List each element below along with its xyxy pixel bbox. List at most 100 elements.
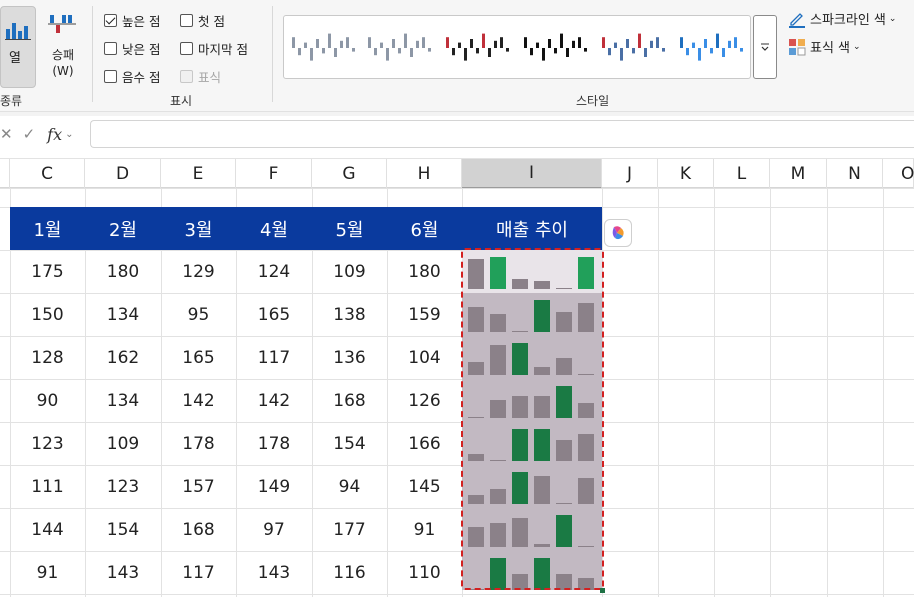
close-icon[interactable]: ✕	[0, 125, 13, 143]
sparkline-cell[interactable]	[462, 551, 602, 594]
sparkline-color-button[interactable]: 스파크라인 색 ⌄	[788, 9, 896, 28]
sparkline-cell[interactable]	[462, 422, 602, 465]
gallery-more-button[interactable]	[753, 15, 777, 79]
table-cell[interactable]: 178	[257, 433, 291, 454]
sparkline-cell[interactable]	[462, 250, 602, 293]
column-header[interactable]: H	[387, 159, 462, 189]
column-header[interactable]: J	[602, 159, 658, 189]
first-point-checkbox[interactable]: 첫 점	[180, 11, 225, 30]
table-cell[interactable]: 94	[338, 476, 361, 497]
table-cell[interactable]: 138	[333, 304, 366, 325]
check-icon[interactable]: ✓	[22, 125, 36, 143]
style-option-3[interactable]	[444, 26, 510, 70]
table-cell[interactable]: 126	[408, 390, 441, 411]
table-cell[interactable]: 143	[106, 562, 140, 583]
table-cell[interactable]: 144	[31, 519, 64, 540]
table-cell[interactable]: 123	[31, 433, 64, 454]
table-cell[interactable]: 90	[36, 390, 59, 411]
formula-input[interactable]	[90, 120, 914, 148]
sparkline-cell[interactable]	[462, 379, 602, 422]
table-cell[interactable]: 91	[413, 519, 436, 540]
style-option-2[interactable]	[366, 26, 432, 70]
sparkline-cell[interactable]	[462, 508, 602, 551]
table-cell[interactable]: 123	[106, 476, 140, 497]
table-cell[interactable]: 109	[333, 261, 366, 282]
sparkline-cell[interactable]	[462, 293, 602, 336]
column-sparkline-button[interactable]: 열	[0, 6, 36, 88]
column-header[interactable]: M	[770, 159, 827, 189]
table-header-cell[interactable]: 5월	[335, 219, 364, 241]
table-cell[interactable]: 162	[106, 347, 140, 368]
table-cell[interactable]: 166	[408, 433, 441, 454]
style-option-1[interactable]	[290, 26, 356, 70]
column-header-selected[interactable]: I	[462, 159, 602, 189]
column-header[interactable]: F	[236, 159, 312, 189]
table-cell[interactable]: 165	[257, 304, 291, 325]
table-cell[interactable]: 154	[106, 519, 140, 540]
style-option-6[interactable]	[678, 26, 744, 70]
table-cell[interactable]: 180	[408, 261, 441, 282]
table-cell[interactable]: 110	[408, 562, 441, 583]
high-point-checkbox[interactable]: 높은 점	[104, 11, 160, 30]
table-cell[interactable]: 165	[182, 347, 215, 368]
table-cell[interactable]: 104	[408, 347, 441, 368]
table-cell[interactable]: 145	[408, 476, 441, 497]
table-cell[interactable]: 150	[31, 304, 64, 325]
table-cell[interactable]: 136	[333, 347, 366, 368]
column-header-partial[interactable]	[0, 159, 10, 189]
style-option-5[interactable]	[600, 26, 666, 70]
last-point-checkbox[interactable]: 마지막 점	[180, 39, 248, 58]
table-cell[interactable]: 111	[31, 476, 64, 497]
table-cell[interactable]: 149	[257, 476, 291, 497]
column-header[interactable]: N	[827, 159, 883, 189]
table-cell[interactable]: 117	[182, 562, 215, 583]
table-cell[interactable]: 177	[333, 519, 366, 540]
table-cell[interactable]: 97	[263, 519, 285, 540]
copilot-button[interactable]	[604, 219, 632, 247]
table-cell[interactable]: 134	[106, 390, 140, 411]
column-header[interactable]: D	[85, 159, 161, 189]
table-cell[interactable]: 180	[106, 261, 140, 282]
table-cell[interactable]: 143	[257, 562, 291, 583]
table-header-cell[interactable]: 매출 추이	[496, 219, 568, 241]
table-cell[interactable]: 154	[333, 433, 366, 454]
negative-point-checkbox[interactable]: 음수 점	[104, 67, 160, 86]
winloss-sparkline-button[interactable]: 승패 (W)	[40, 10, 84, 86]
table-cell[interactable]: 109	[106, 433, 140, 454]
column-header[interactable]: K	[658, 159, 714, 189]
column-header[interactable]: O	[883, 159, 914, 189]
table-header-cell[interactable]: 2월	[108, 219, 137, 241]
fx-button[interactable]: fx	[47, 124, 63, 144]
table-cell[interactable]: 168	[333, 390, 366, 411]
table-cell[interactable]: 91	[36, 562, 59, 583]
style-option-4[interactable]	[522, 26, 588, 70]
table-cell[interactable]: 129	[182, 261, 215, 282]
table-cell[interactable]: 134	[106, 304, 140, 325]
table-cell[interactable]: 142	[182, 390, 215, 411]
table-header-cell[interactable]: 6월	[410, 219, 439, 241]
column-header[interactable]: C	[10, 159, 85, 189]
table-cell[interactable]: 168	[182, 519, 215, 540]
low-point-checkbox[interactable]: 낮은 점	[104, 39, 160, 58]
table-header-cell[interactable]: 1월	[33, 219, 62, 241]
chevron-down-icon[interactable]: ⌄	[65, 128, 74, 140]
table-cell[interactable]: 117	[257, 347, 291, 368]
table-cell[interactable]: 159	[408, 304, 441, 325]
sparkline-cell[interactable]	[462, 465, 602, 508]
column-header[interactable]: G	[312, 159, 387, 189]
marker-color-button[interactable]: 표식 색 ⌄	[788, 37, 861, 56]
column-header[interactable]: E	[161, 159, 236, 189]
table-cell[interactable]: 178	[182, 433, 215, 454]
table-header-cell[interactable]: 3월	[184, 219, 213, 241]
table-cell[interactable]: 175	[31, 261, 64, 282]
table-cell[interactable]: 157	[182, 476, 215, 497]
table-cell[interactable]: 142	[257, 390, 291, 411]
table-cell[interactable]: 95	[187, 304, 210, 325]
fill-handle[interactable]	[600, 588, 605, 593]
table-header-cell[interactable]: 4월	[259, 219, 288, 241]
table-cell[interactable]: 116	[333, 562, 366, 583]
sparkline-cell[interactable]	[462, 336, 602, 379]
table-cell[interactable]: 128	[31, 347, 64, 368]
column-header[interactable]: L	[714, 159, 770, 189]
table-cell[interactable]: 124	[257, 261, 291, 282]
